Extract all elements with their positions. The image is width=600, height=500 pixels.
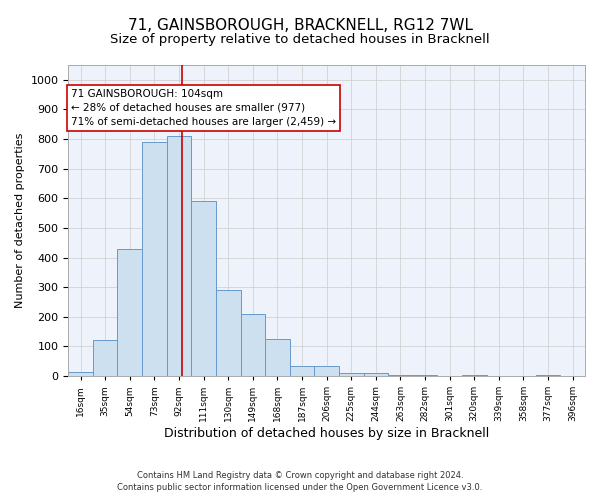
X-axis label: Distribution of detached houses by size in Bracknell: Distribution of detached houses by size … <box>164 427 489 440</box>
Bar <box>364 373 388 376</box>
Bar <box>290 366 314 376</box>
Bar <box>314 366 339 376</box>
Bar <box>265 339 290 376</box>
Bar <box>216 290 241 376</box>
Bar <box>462 374 487 376</box>
Bar <box>536 374 560 376</box>
Bar <box>68 372 93 376</box>
Bar <box>388 374 413 376</box>
Text: Contains HM Land Registry data © Crown copyright and database right 2024.
Contai: Contains HM Land Registry data © Crown c… <box>118 471 482 492</box>
Text: Size of property relative to detached houses in Bracknell: Size of property relative to detached ho… <box>110 32 490 46</box>
Bar <box>191 202 216 376</box>
Text: 71, GAINSBOROUGH, BRACKNELL, RG12 7WL: 71, GAINSBOROUGH, BRACKNELL, RG12 7WL <box>128 18 473 32</box>
Text: 71 GAINSBOROUGH: 104sqm
← 28% of detached houses are smaller (977)
71% of semi-d: 71 GAINSBOROUGH: 104sqm ← 28% of detache… <box>71 88 336 126</box>
Bar <box>118 248 142 376</box>
Bar <box>339 373 364 376</box>
Bar <box>167 136 191 376</box>
Bar <box>241 314 265 376</box>
Bar <box>413 374 437 376</box>
Y-axis label: Number of detached properties: Number of detached properties <box>15 133 25 308</box>
Bar <box>93 340 118 376</box>
Bar <box>142 142 167 376</box>
